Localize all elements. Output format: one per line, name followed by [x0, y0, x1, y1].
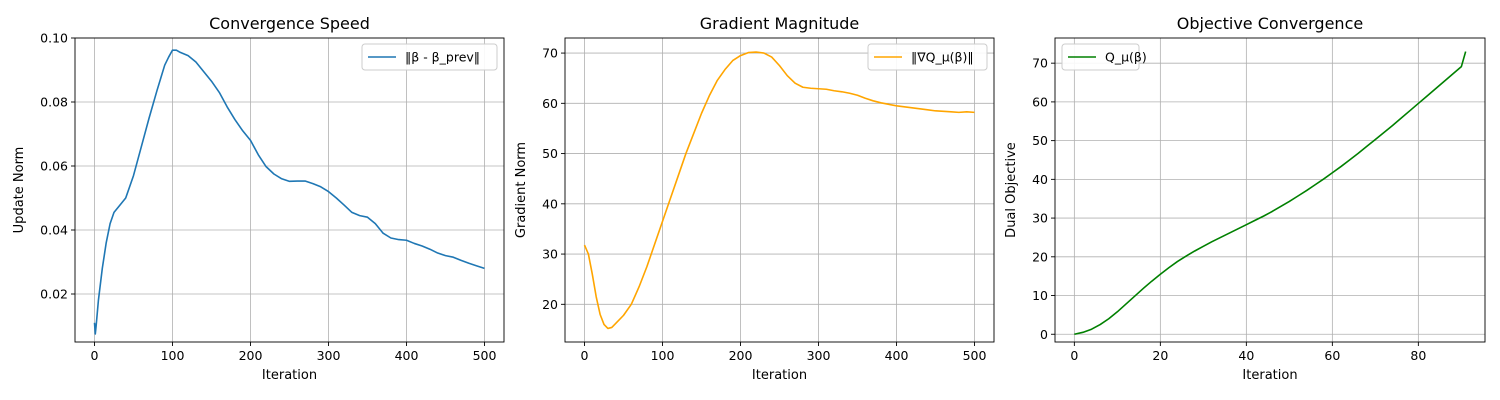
y-tick-label: 70: [542, 46, 558, 61]
x-axis-label: Iteration: [752, 368, 807, 383]
x-tick-label: 400: [395, 348, 419, 363]
chart-title: Convergence Speed: [209, 14, 370, 33]
axes-frame: [74, 37, 505, 343]
chart-panel-3: 0 20 40 60 80 0 10 20 30 40 50 60 70 Objective Conver…: [1004, 14, 1486, 383]
axes-frame: [564, 37, 995, 343]
legend: ‖β - β_prev‖: [361, 43, 498, 71]
y-tick-label: 0: [1040, 327, 1048, 342]
y-tick-label: 20: [1032, 249, 1048, 264]
y-axis-label: Gradient Norm: [514, 142, 529, 238]
y-tick-label: 0.08: [40, 95, 68, 110]
y-tick-label: 50: [1032, 133, 1048, 148]
chart-panel-2: 0 100 200 300 400 500 20 30 40 50 60 70 Gradient Mag…: [514, 14, 995, 383]
x-tick-label: 500: [963, 348, 987, 363]
legend-box: [867, 43, 988, 71]
x-tick-label: 100: [651, 348, 675, 363]
chart-panel-1: 0 100 200 300 400 500 0.02 0.04 0.06 0.08 0.10 Conv…: [12, 14, 505, 383]
x-tick-label: 100: [161, 348, 185, 363]
y-tick-label: 40: [1032, 172, 1048, 187]
x-tick-label: 60: [1324, 348, 1340, 363]
y-tick-label: 30: [1032, 211, 1048, 226]
y-axis-label: Update Norm: [12, 147, 27, 234]
x-tick-label: 300: [807, 348, 831, 363]
legend-label: Q_μ(β): [1105, 50, 1147, 65]
legend-box: [1061, 43, 1140, 71]
y-tick-label: 70: [1032, 56, 1048, 71]
x-axis-label: Iteration: [262, 368, 317, 383]
x-tick-label: 0: [91, 348, 99, 363]
x-tick-label: 400: [885, 348, 909, 363]
axes-frame: [1054, 37, 1486, 343]
y-tick-label: 50: [542, 146, 558, 161]
x-tick-label: 300: [317, 348, 341, 363]
series-line-1: [93, 49, 485, 335]
x-tick-label: 40: [1238, 348, 1254, 363]
x-tick-label: 0: [581, 348, 589, 363]
y-tick-label: 0.04: [40, 223, 68, 238]
legend-label: ‖∇Q_μ(β)‖: [911, 50, 974, 65]
x-tick-label: 80: [1410, 348, 1426, 363]
y-tick-label: 10: [1032, 288, 1048, 303]
y-tick-label: 0.06: [40, 159, 68, 174]
legend: ‖∇Q_μ(β)‖: [867, 43, 988, 71]
x-tick-label: 0: [1070, 348, 1078, 363]
legend-label: ‖β - β_prev‖: [405, 50, 480, 65]
y-axis-label: Dual Objective: [1004, 142, 1019, 238]
x-tick-label: 200: [239, 348, 263, 363]
y-tick-label: 40: [542, 196, 558, 211]
y-tick-label: 30: [542, 247, 558, 262]
y-tick-label: 60: [1032, 94, 1048, 109]
y-tick-label: 20: [542, 297, 558, 312]
x-tick-label: 500: [473, 348, 497, 363]
chart-title: Objective Convergence: [1177, 14, 1363, 33]
y-tick-label: 0.02: [40, 287, 68, 302]
x-tick-label: 200: [729, 348, 753, 363]
chart-title: Gradient Magnitude: [700, 14, 860, 33]
legend-box: [361, 43, 498, 71]
series-line-1: [1074, 51, 1467, 336]
x-axis-label: Iteration: [1242, 368, 1297, 383]
x-tick-label: 20: [1152, 348, 1168, 363]
y-tick-label: 60: [542, 96, 558, 111]
legend: Q_μ(β): [1061, 43, 1147, 71]
series-line-1: [583, 51, 975, 330]
y-tick-label: 0.10: [40, 31, 68, 46]
